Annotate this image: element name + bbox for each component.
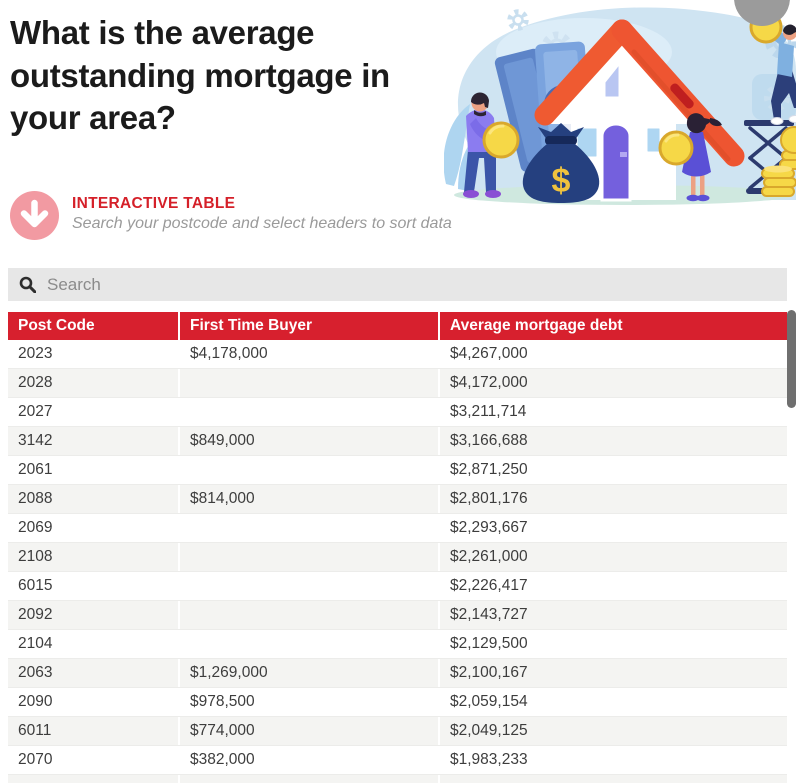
- down-arrow-circle-icon: [10, 191, 59, 240]
- cell-avg-debt: $2,871,250: [438, 456, 787, 484]
- table-row: 2023 $4,178,000 $4,267,000: [8, 340, 787, 369]
- search-bar: [8, 268, 787, 301]
- cell-first-time-buyer: [178, 543, 438, 571]
- cell-post-code: 6011: [18, 722, 52, 739]
- cell-avg-debt: $2,100,167: [438, 659, 787, 687]
- coin-stack: [761, 126, 796, 197]
- cell-first-time-buyer: [178, 456, 438, 484]
- cell-post-code: 2063: [18, 664, 53, 681]
- search-icon: [19, 276, 36, 293]
- cell-avg-debt: $3,211,714: [438, 398, 787, 426]
- table-body: 2023 $4,178,000 $4,267,000 2028 $4,172,0…: [8, 340, 787, 775]
- table-row: 2104 $2,129,500: [8, 630, 787, 659]
- table-row: 2108 $2,261,000: [8, 543, 787, 572]
- woman-with-coin: [658, 113, 722, 202]
- house: [534, 19, 745, 202]
- coin-slot: [670, 83, 694, 109]
- cell-first-time-buyer: $814,000: [178, 485, 438, 513]
- cell-avg-debt: $3,166,688: [438, 427, 787, 455]
- money-bag: $: [522, 123, 600, 203]
- cell-first-time-buyer: $4,178,000: [178, 340, 438, 368]
- table-header-row: Post Code First Time Buyer Average mortg…: [8, 312, 787, 340]
- cell-first-time-buyer: $978,500: [178, 688, 438, 716]
- corner-circle: [734, 0, 790, 26]
- cell-first-time-buyer: [178, 630, 438, 658]
- header-post-code[interactable]: Post Code: [18, 317, 95, 334]
- cell-first-time-buyer: [178, 514, 438, 542]
- cell-first-time-buyer: [178, 572, 438, 600]
- cell-post-code: 2104: [18, 635, 53, 652]
- cell-first-time-buyer: $1,269,000: [178, 659, 438, 687]
- intro-subtitle: Search your postcode and select headers …: [72, 215, 452, 232]
- header-average-mortgage-debt[interactable]: Average mortgage debt: [438, 312, 787, 340]
- table-row: 2063 $1,269,000 $2,100,167: [8, 659, 787, 688]
- cell-avg-debt: $2,261,000: [438, 543, 787, 571]
- interactive-table-label: INTERACTIVE TABLE: [72, 195, 236, 212]
- table-row: 3142 $849,000 $3,166,688: [8, 427, 787, 456]
- cell-first-time-buyer: [178, 369, 438, 397]
- cell-post-code: 2028: [18, 374, 53, 391]
- cell-avg-debt: $1,983,233: [438, 746, 787, 774]
- cell-avg-debt: $2,293,667: [438, 514, 787, 542]
- cell-post-code: 2023: [18, 345, 53, 362]
- table-row: 2069 $2,293,667: [8, 514, 787, 543]
- cell-post-code: 2027: [18, 403, 53, 420]
- table-row: 2028 $4,172,000: [8, 369, 787, 398]
- cell-first-time-buyer: [178, 398, 438, 426]
- table-row: 2090 $978,500 $2,059,154: [8, 688, 787, 717]
- cell-first-time-buyer: $774,000: [178, 717, 438, 745]
- cell-avg-debt: $2,129,500: [438, 630, 787, 658]
- table-row: 2088 $814,000 $2,801,176: [8, 485, 787, 514]
- cell-first-time-buyer: $382,000: [178, 746, 438, 774]
- cell-post-code: 6015: [18, 577, 53, 594]
- page-title: What is the average outstanding mortgage…: [10, 14, 390, 136]
- cell-post-code: 2108: [18, 548, 53, 565]
- svg-text:$: $: [552, 162, 571, 200]
- table-row: 2070 $382,000 $1,983,233: [8, 746, 787, 775]
- table-row-partial: [8, 775, 787, 783]
- cell-post-code: 2061: [18, 461, 53, 478]
- cell-post-code: 2069: [18, 519, 53, 536]
- person-with-coin: [463, 92, 520, 198]
- cell-avg-debt: $4,267,000: [438, 340, 787, 368]
- cell-avg-debt: $2,143,727: [438, 601, 787, 629]
- cell-first-time-buyer: [178, 601, 438, 629]
- cell-avg-debt: $4,172,000: [438, 369, 787, 397]
- table-row: 6015 $2,226,417: [8, 572, 787, 601]
- header-first-time-buyer[interactable]: First Time Buyer: [178, 312, 438, 340]
- table-row: 2027 $3,211,714: [8, 398, 787, 427]
- attic-window: [602, 60, 622, 100]
- table-row: 2061 $2,871,250: [8, 456, 787, 485]
- cell-avg-debt: $2,226,417: [438, 572, 787, 600]
- intro-section: INTERACTIVE TABLE Search your postcode a…: [10, 191, 452, 240]
- table-row: 2092 $2,143,727: [8, 601, 787, 630]
- cell-post-code: 2088: [18, 490, 53, 507]
- cell-post-code: 3142: [18, 432, 53, 449]
- cell-first-time-buyer: $849,000: [178, 427, 438, 455]
- search-input[interactable]: [45, 273, 776, 296]
- table-scrollbar-thumb[interactable]: [787, 310, 796, 408]
- cell-avg-debt: $2,801,176: [438, 485, 787, 513]
- table-row: 6011 $774,000 $2,049,125: [8, 717, 787, 746]
- door: [600, 122, 632, 202]
- mortgage-table: Post Code First Time Buyer Average mortg…: [8, 312, 787, 783]
- cell-post-code: 2090: [18, 693, 53, 710]
- cell-post-code: 2070: [18, 751, 53, 768]
- cell-avg-debt: $2,059,154: [438, 688, 787, 716]
- mortgage-house-illustration: $: [444, 0, 796, 205]
- cell-avg-debt: $2,049,125: [438, 717, 787, 745]
- cell-post-code: 2092: [18, 606, 53, 623]
